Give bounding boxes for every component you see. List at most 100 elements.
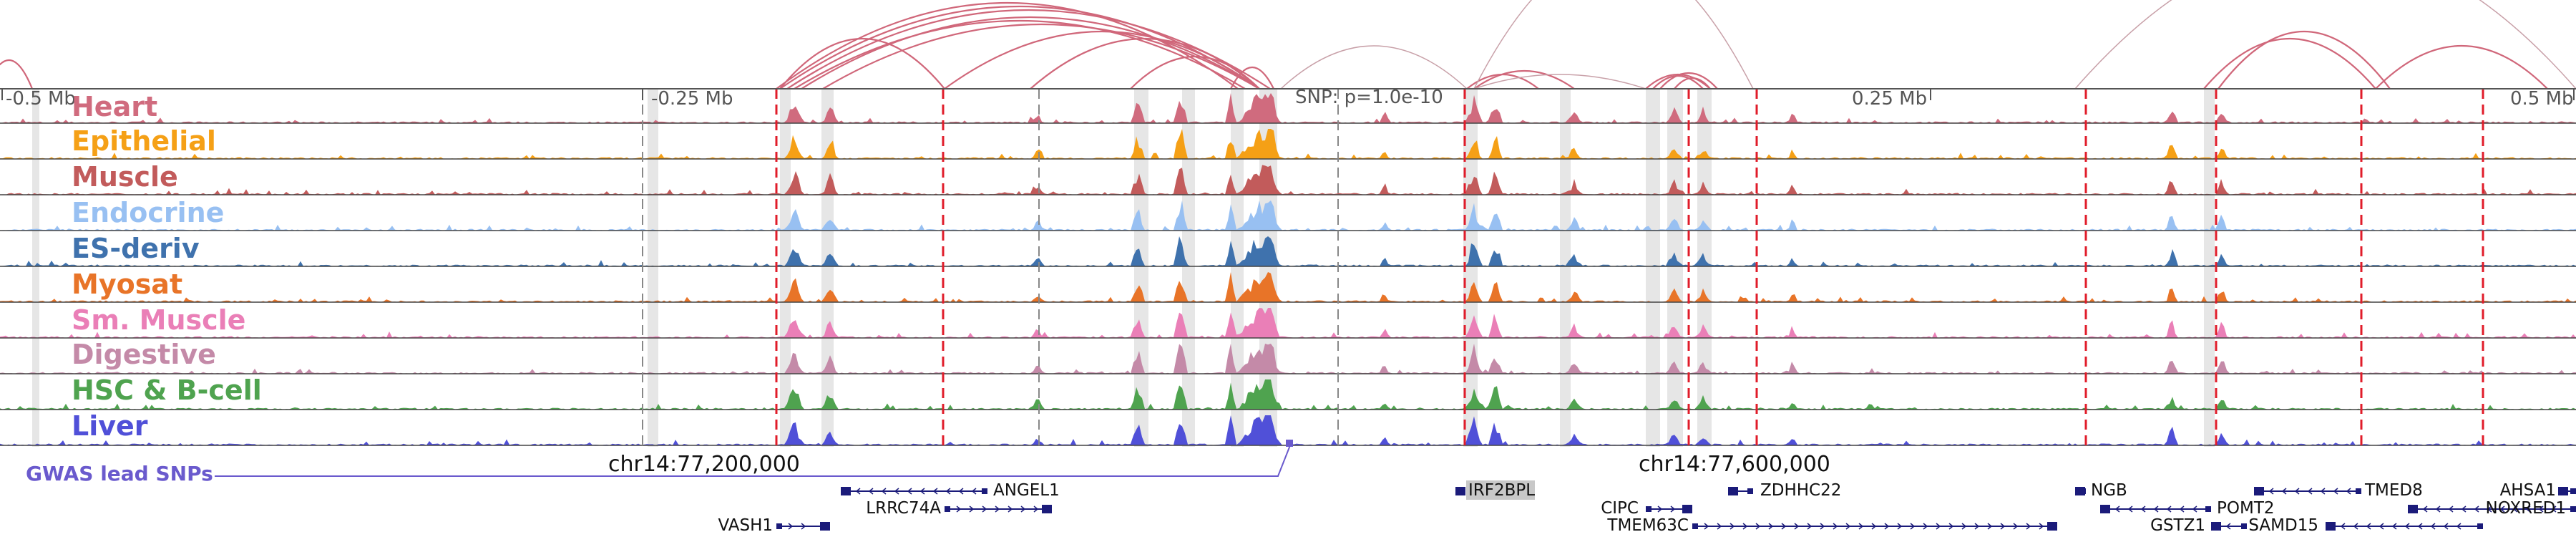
gene-exon — [841, 487, 851, 495]
strand-arrow — [2404, 523, 2410, 530]
gene-label: POMT2 — [2217, 499, 2275, 518]
chromatin-loop-arc — [1473, 74, 1646, 90]
highlight-band — [32, 89, 39, 447]
gene-gstz1[interactable]: GSTZ1 — [2150, 516, 2247, 535]
strand-arrow — [2320, 488, 2326, 495]
chromatin-loop-arc — [779, 5, 1260, 90]
strand-arrow — [2225, 523, 2231, 530]
chromatin-loop-arc — [779, 37, 945, 90]
chromatin-loop-arc — [2203, 38, 2376, 90]
strand-arrow — [2448, 505, 2454, 513]
gene-exon — [776, 523, 782, 529]
gwas-lead-snp-marker — [1286, 440, 1293, 447]
gene-exon — [1728, 487, 1738, 495]
strand-arrow — [2127, 505, 2133, 513]
strand-arrow — [2461, 505, 2467, 513]
gene-exon — [2477, 523, 2483, 529]
strand-arrow — [2538, 505, 2544, 513]
chromatin-loop-arc — [944, 31, 1260, 90]
chromatin-loop-arc — [1230, 67, 1274, 90]
strand-arrow — [1948, 523, 1954, 530]
strand-arrow — [1820, 523, 1825, 530]
strand-arrow — [932, 488, 938, 495]
gene-label: VASH1 — [718, 516, 773, 535]
gene-angel1[interactable]: ANGEL1 — [841, 481, 1060, 500]
gene-pomt2[interactable]: POMT2 — [2100, 499, 2275, 518]
strand-arrow — [2430, 523, 2436, 530]
gene-irf2bpl[interactable]: IRF2BPL — [1455, 480, 1535, 500]
strand-arrow — [2026, 523, 2031, 530]
gene-label: GSTZ1 — [2150, 516, 2205, 535]
gene-ahsa1[interactable]: AHSA1 — [2500, 481, 2576, 500]
gene-zdhhc22[interactable]: ZDHHC22 — [1728, 481, 1841, 500]
gene-label: ANGEL1 — [993, 481, 1060, 500]
gene-exon — [1747, 488, 1753, 494]
strand-arrow — [1858, 523, 1864, 530]
gene-exon — [2356, 488, 2361, 494]
gene-cipc[interactable]: CIPC — [1601, 499, 1692, 518]
gene-label: AHSA1 — [2500, 481, 2556, 500]
chromatin-loop-arc — [1473, 70, 1575, 90]
chromatin-loop-arc — [1659, 72, 1718, 90]
highlight-band — [1231, 89, 1244, 447]
strand-arrow — [2140, 505, 2146, 513]
strand-arrow — [1833, 523, 1838, 530]
track-label-endocrine: Endocrine — [72, 197, 224, 228]
strand-arrow — [1033, 505, 1039, 513]
boundary-dashed-lines — [642, 89, 2484, 447]
strand-arrow — [855, 488, 861, 495]
gene-tmed8[interactable]: TMED8 — [2254, 481, 2423, 500]
strand-arrow — [2474, 505, 2479, 513]
gene-noxred1[interactable]: NOXRED1 — [2408, 499, 2576, 518]
signal-area — [0, 129, 2576, 159]
coordinate-label: chr14:77,600,000 — [1639, 452, 1830, 477]
strand-arrow — [2268, 488, 2274, 495]
strand-arrow — [1923, 523, 1928, 530]
strand-arrow — [1781, 523, 1787, 530]
strand-arrow — [1755, 523, 1761, 530]
track-label-sm-muscle: Sm. Muscle — [72, 304, 245, 336]
strand-arrow — [1897, 523, 1903, 530]
strand-arrow — [801, 523, 806, 530]
gene-exon — [2100, 505, 2110, 513]
strand-arrow — [1704, 523, 1709, 530]
strand-arrow — [2443, 523, 2449, 530]
strand-arrow — [1845, 523, 1851, 530]
strand-arrow — [1729, 523, 1735, 530]
axis-label: -0.5 Mb — [6, 88, 76, 110]
gene-lrrc74a[interactable]: LRRC74A — [866, 499, 1052, 518]
gene-label: LRRC74A — [866, 499, 941, 518]
track-label-digestive: Digestive — [72, 339, 216, 370]
strand-arrow — [2281, 488, 2287, 495]
strand-arrow — [788, 523, 794, 530]
gene-tmem63c[interactable]: TMEM63C — [1606, 516, 2057, 535]
signal-track — [0, 93, 2576, 124]
highlight-bands — [32, 89, 2215, 447]
signal-area — [0, 236, 2576, 266]
strand-arrow — [969, 505, 975, 513]
gene-exon — [2047, 522, 2057, 531]
signal-area — [0, 379, 2576, 410]
strand-arrow — [1987, 523, 1993, 530]
strand-arrow — [956, 505, 962, 513]
strand-arrow — [1008, 505, 1013, 513]
gene-exon — [2408, 505, 2418, 513]
gene-exon — [2080, 488, 2086, 494]
strand-arrow — [2512, 505, 2518, 513]
gene-ngb[interactable]: NGB — [2075, 481, 2127, 500]
strand-arrow — [894, 488, 899, 495]
strand-arrow — [1742, 523, 1748, 530]
gene-exon — [2205, 506, 2211, 512]
chromatin-loop-arc — [2375, 44, 2548, 90]
chromatin-loop-arc — [0, 59, 34, 90]
chromatin-loop-arc — [2218, 31, 2391, 90]
gene-exon — [945, 506, 950, 512]
track-label-myosat: Myosat — [72, 268, 182, 300]
gene-exon — [1042, 505, 1052, 513]
highlight-band — [648, 89, 658, 447]
gene-vash1[interactable]: VASH1 — [718, 516, 830, 535]
strand-arrow — [2039, 523, 2044, 530]
track-label-muscle: Muscle — [72, 161, 178, 193]
gene-samd15[interactable]: SAMD15 — [2248, 516, 2483, 535]
